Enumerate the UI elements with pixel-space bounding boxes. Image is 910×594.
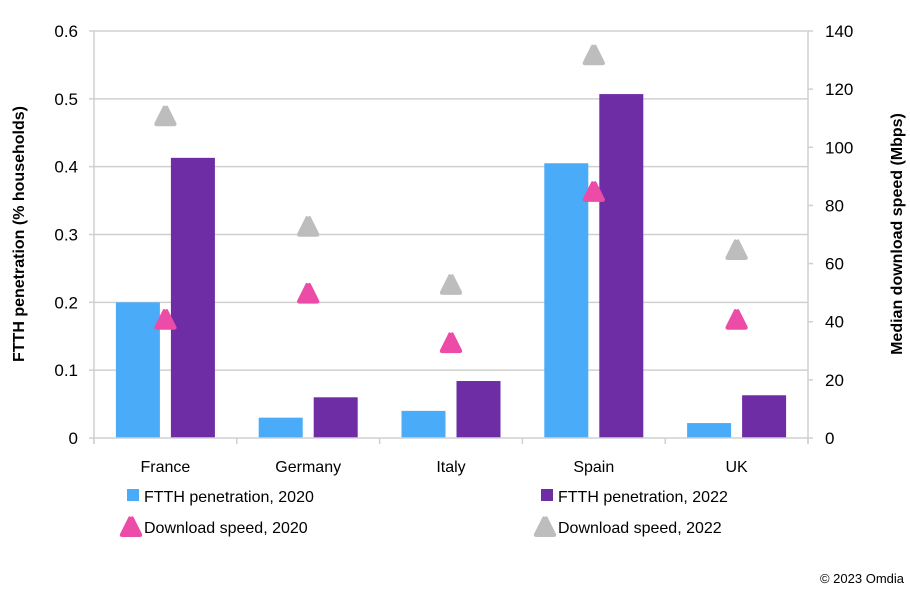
speed-marker-2022 [154, 105, 177, 127]
bar-2022 [313, 397, 358, 438]
left-tick-label: 0 [69, 429, 78, 448]
left-tick-label: 0.1 [54, 361, 78, 380]
speed-marker-2022 [725, 239, 748, 261]
category-label: France [141, 459, 191, 476]
right-tick-label: 20 [825, 371, 844, 390]
bar-2022 [599, 94, 644, 439]
bar-2020 [544, 163, 589, 438]
copyright-text: © 2023 Omdia [819, 571, 904, 586]
markers [154, 44, 748, 354]
right-tick-label: 0 [825, 429, 834, 448]
right-tick-label: 40 [825, 313, 844, 332]
left-tick-label: 0.4 [54, 158, 78, 177]
left-axis-ticks: 0 0.1 0.2 0.3 0.4 0.5 0.6 [54, 22, 78, 448]
speed-marker-2022 [582, 44, 605, 66]
bar-2022 [170, 157, 215, 438]
legend-label: FTTH penetration, 2022 [558, 489, 728, 506]
legend-triangle-icon [533, 516, 557, 537]
right-tick-label: 60 [825, 255, 844, 274]
right-axis-ticks: 0 20 40 60 80 100 120 140 [825, 22, 853, 448]
left-tick-label: 0.5 [54, 90, 78, 109]
speed-marker-2020 [439, 332, 463, 354]
speed-marker-2020 [725, 309, 748, 330]
bar-2020 [115, 302, 160, 438]
left-tick-label: 0.2 [54, 293, 78, 312]
speed-marker-2020 [297, 282, 320, 304]
bar-2020 [687, 423, 732, 438]
right-tick-label: 140 [825, 22, 853, 41]
category-labels: France Germany Italy Spain UK [141, 459, 749, 476]
bars [115, 94, 787, 439]
legend-label: FTTH penetration, 2020 [144, 489, 314, 506]
left-axis-title: FTTH penetration (% households) [11, 106, 28, 362]
right-tick-label: 120 [825, 80, 853, 99]
right-tick-label: 100 [825, 138, 853, 157]
legend-label: Download speed, 2020 [144, 520, 308, 537]
legend-triangle-icon [119, 516, 143, 537]
category-label: Italy [436, 459, 465, 476]
category-label: UK [725, 459, 748, 476]
right-tick-label: 80 [825, 196, 844, 215]
legend: FTTH penetration, 2020 FTTH penetration, … [119, 489, 728, 537]
axes [89, 30, 813, 444]
category-label: Spain [573, 459, 614, 476]
left-tick-label: 0.3 [54, 226, 78, 245]
bar-2020 [258, 417, 303, 438]
category-label: Germany [275, 459, 341, 476]
legend-label: Download speed, 2022 [558, 520, 722, 537]
speed-marker-2022 [439, 274, 463, 295]
right-axis-title: Median download speed (Mbps) [889, 113, 906, 355]
bar-2020 [401, 410, 446, 438]
speed-marker-2020 [154, 309, 177, 330]
bar-2022 [742, 395, 787, 438]
legend-swatch [541, 489, 553, 501]
bar-2022 [456, 381, 501, 438]
speed-marker-2022 [297, 215, 320, 237]
legend-swatch [127, 489, 139, 501]
left-tick-label: 0.6 [54, 22, 78, 41]
speed-marker-2020 [582, 181, 605, 202]
